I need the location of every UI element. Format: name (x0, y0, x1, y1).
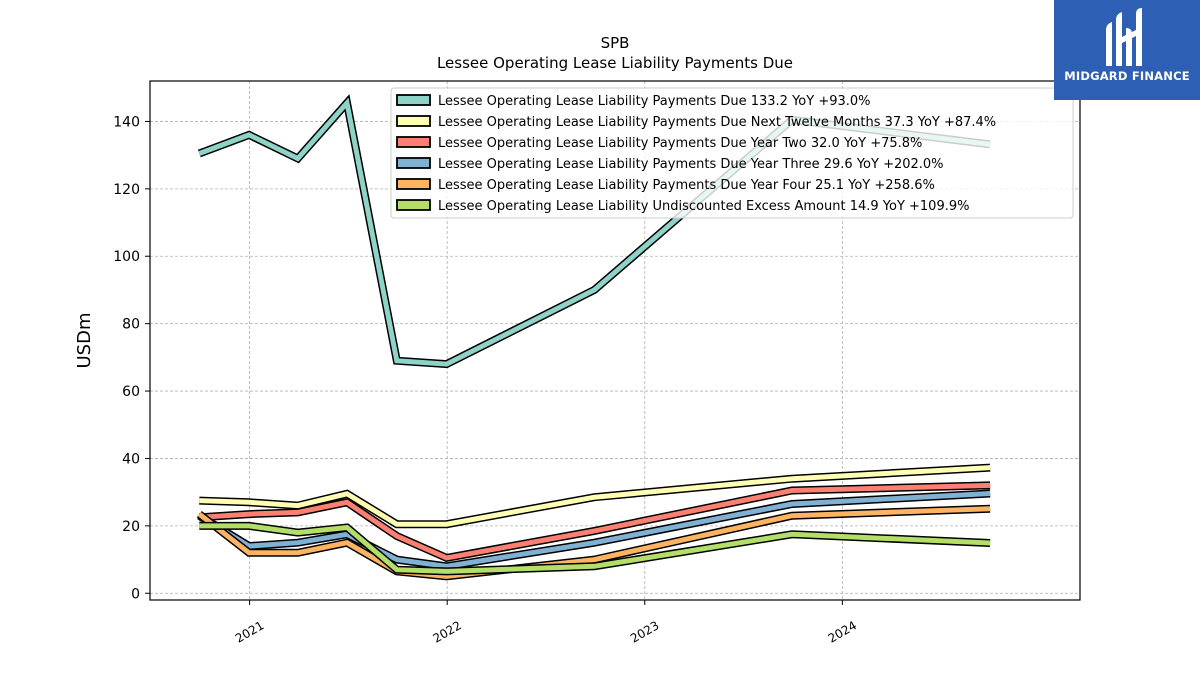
y-tick-label: 140 (113, 114, 140, 130)
y-tick-label: 0 (131, 586, 140, 602)
series-line (197, 491, 991, 569)
x-tick-label: 2024 (826, 618, 859, 645)
chart-subtitle: Lessee Operating Lease Liability Payment… (437, 54, 793, 72)
x-tick-label: 2022 (430, 618, 463, 645)
y-tick-label: 20 (122, 519, 140, 535)
legend-swatch (396, 136, 431, 148)
legend: Lessee Operating Lease Liability Payment… (390, 87, 1074, 219)
y-axis-label: USDm (74, 313, 95, 369)
chart-title: SPB (601, 34, 630, 52)
y-tick-label: 120 (113, 182, 140, 198)
legend-entry: Lessee Operating Lease Liability Payment… (438, 178, 935, 193)
brand-name: MIDGARD FINANCE (1064, 69, 1190, 83)
legend-swatch (396, 178, 431, 190)
legend-box (390, 87, 1074, 219)
brand-logo: MIDGARD FINANCE (1054, 0, 1200, 100)
legend-swatch (396, 199, 431, 211)
legend-swatch (396, 94, 431, 106)
y-tick-label: 100 (113, 249, 140, 265)
legend-entry: Lessee Operating Lease Liability Payment… (438, 157, 944, 172)
midgard-logo-icon (1106, 8, 1142, 66)
legend-entry: Lessee Operating Lease Liability Payment… (438, 136, 922, 151)
series-6 (199, 521, 991, 576)
legend-entry: Lessee Operating Lease Liability Payment… (438, 94, 871, 109)
series-3 (199, 481, 991, 563)
legend-entry: Lessee Operating Lease Liability Undisco… (438, 199, 969, 214)
legend-swatch (396, 115, 431, 127)
series-line (199, 482, 991, 561)
legend-entry: Lessee Operating Lease Liability Payment… (438, 115, 996, 130)
y-tick-label: 40 (122, 451, 140, 467)
y-tick-label: 80 (122, 317, 140, 333)
series-line (199, 523, 991, 574)
legend-swatch (396, 157, 431, 169)
series-line (199, 465, 991, 527)
x-tick-label: 2023 (628, 618, 661, 645)
x-tick-label: 2021 (233, 618, 266, 645)
y-tick-label: 60 (122, 384, 140, 400)
plot-frame (149, 80, 1081, 601)
series-4 (197, 489, 991, 571)
series-2 (199, 463, 991, 529)
